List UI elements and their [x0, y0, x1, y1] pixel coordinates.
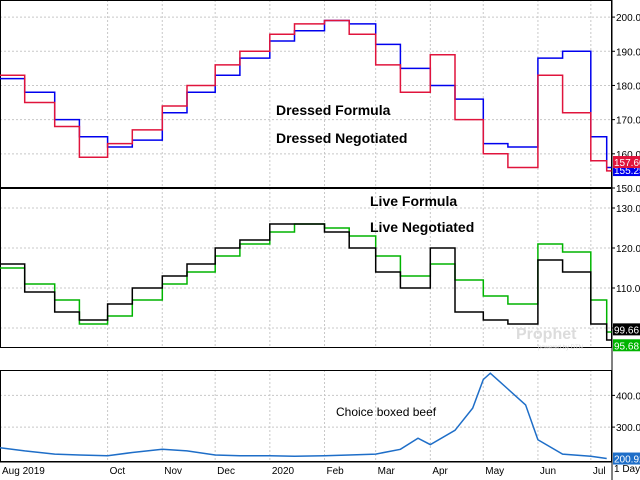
legend-dressed-negotiated: Dressed Negotiated: [276, 130, 407, 146]
x-tick-label: Mar: [378, 466, 396, 477]
y-tick-label: 130.00: [616, 204, 640, 215]
series-line-dressed-negotiated: [0, 19, 612, 172]
last-value-choice-boxed-beef: 200.92: [614, 455, 640, 466]
last-value-tag-choice-boxed-beef: [613, 452, 640, 465]
x-tick-label: Jun: [540, 466, 556, 477]
y-tick-label: 160.00: [616, 150, 640, 161]
y-tick-label: 300.00: [616, 423, 640, 434]
x-tick-label: Oct: [110, 466, 126, 477]
last-value-tag-dressed-negotiated: [613, 156, 640, 169]
x-tick-label: Dec: [217, 466, 235, 477]
y-tick-label: 110.00: [616, 284, 640, 295]
series-layer: [0, 19, 612, 460]
y-tick-label: 190.00: [616, 47, 640, 58]
last-value-tag-live-negotiated: [613, 323, 640, 336]
last-value-live-negotiated: 99.66: [614, 325, 639, 336]
x-tick-label: Feb: [327, 466, 345, 477]
x-tick-label: 2020: [272, 466, 295, 477]
watermark-subtext: powered by DTN: [538, 345, 583, 351]
last-value-live-formula: 95.68: [614, 341, 639, 352]
legend-choice-boxed-beef: Choice boxed beef: [336, 405, 437, 419]
last-value-dressed-negotiated: 157.60: [614, 158, 640, 169]
y-tick-label: 150.00: [616, 184, 640, 195]
watermark-text: Prophet: [516, 326, 577, 343]
x-tick-label: Apr: [432, 466, 448, 477]
legend-dressed-formula: Dressed Formula: [276, 102, 391, 118]
last-value-dressed-formula: 155.25: [614, 166, 640, 177]
y-tick-label: 120.00: [616, 244, 640, 255]
x-tick-label: Aug 2019: [2, 466, 45, 477]
watermark: Prophet powered by DTN: [516, 326, 583, 351]
y-tick-label: 170.00: [616, 116, 640, 127]
annotation-layer: Dressed Formula Dressed Negotiated Live …: [276, 102, 474, 419]
last-value-tag-live-formula: [613, 339, 640, 352]
last-value-layer: 155.25157.60 95.68 99.66 200.92: [613, 156, 640, 466]
series-line-live-negotiated: [0, 223, 612, 341]
y-tick-label: 180.00: [616, 81, 640, 92]
legend-live-formula: Live Formula: [370, 193, 457, 209]
x-tick-label: Nov: [164, 466, 182, 477]
y-tick-label: 200.00: [616, 13, 640, 24]
x-tick-label: May: [485, 466, 504, 477]
x-tick-label: Jul: [593, 466, 606, 477]
y-tick-label: 400.00: [616, 391, 640, 402]
series-line-choice-boxed-beef: [0, 372, 607, 460]
interval-label: 1 Day: [614, 464, 640, 475]
legend-live-negotiated: Live Negotiated: [370, 219, 474, 235]
